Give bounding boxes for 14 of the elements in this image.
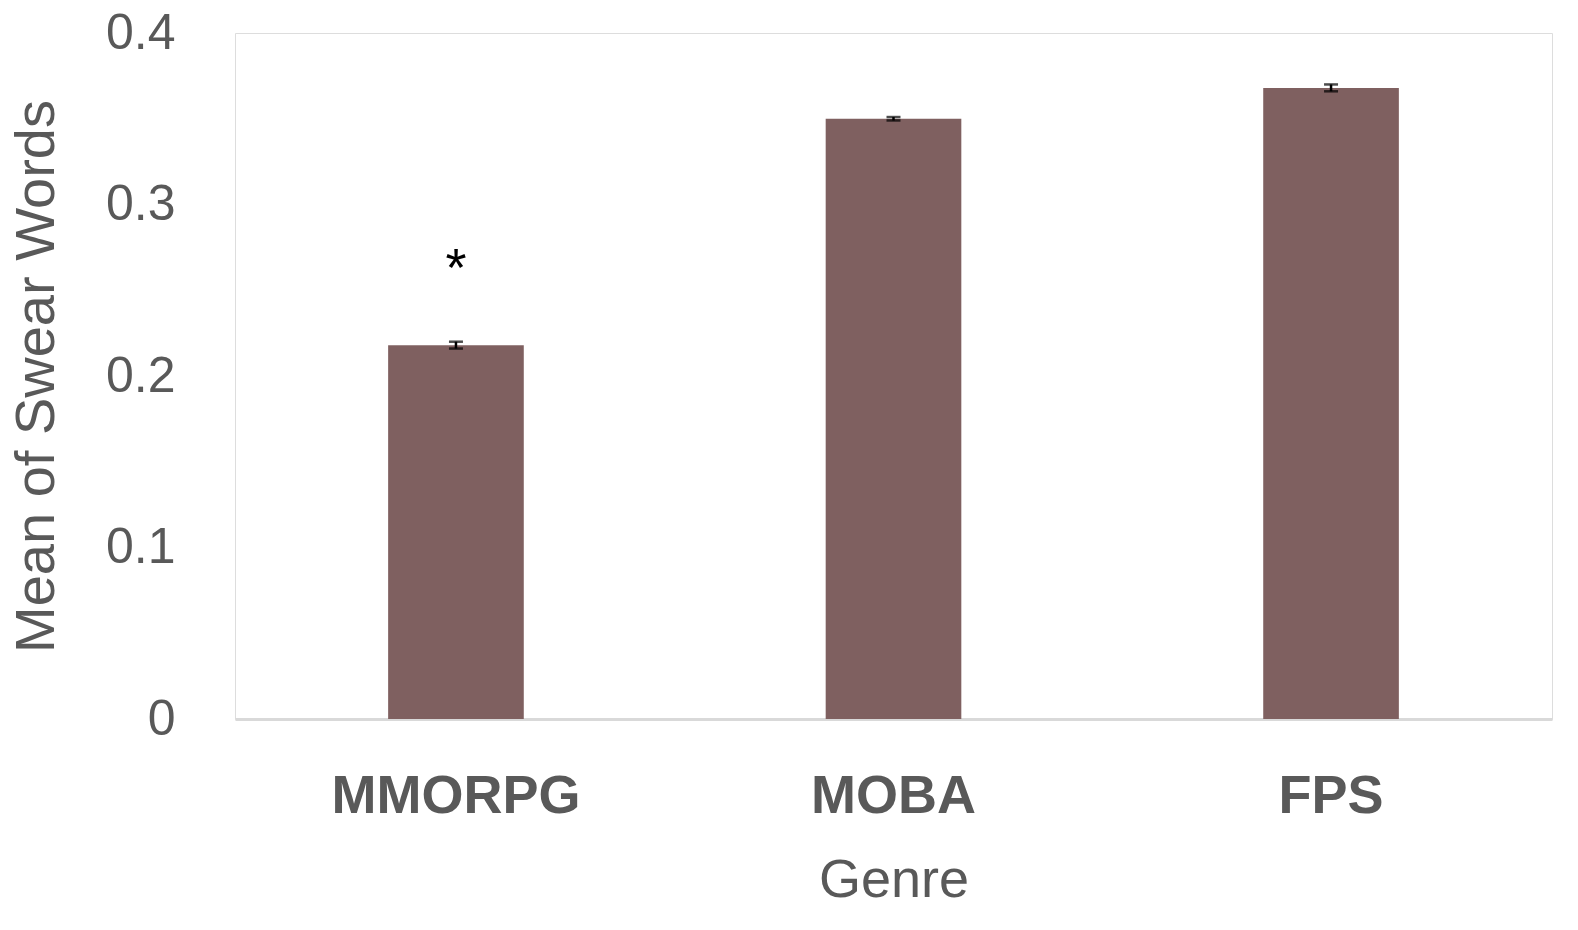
x-tick-label: MOBA (811, 763, 976, 824)
y-tick-label: 0.1 (105, 518, 176, 574)
y-tick-label: 0.4 (105, 3, 176, 60)
y-tick-label: 0.3 (105, 175, 176, 231)
y-tick-label: 0.2 (105, 346, 176, 403)
bar (825, 118, 962, 719)
x-tick-label: MMORPG (331, 763, 581, 824)
annotation: * (445, 237, 467, 298)
x-tick-label: FPS (1278, 763, 1384, 824)
y-axis-title: Mean of Swear Words (2, 100, 66, 653)
x-axis-title: Genre (818, 847, 970, 908)
bar (1263, 87, 1399, 719)
y-tick-label: 0 (147, 689, 176, 746)
bar (388, 345, 524, 719)
